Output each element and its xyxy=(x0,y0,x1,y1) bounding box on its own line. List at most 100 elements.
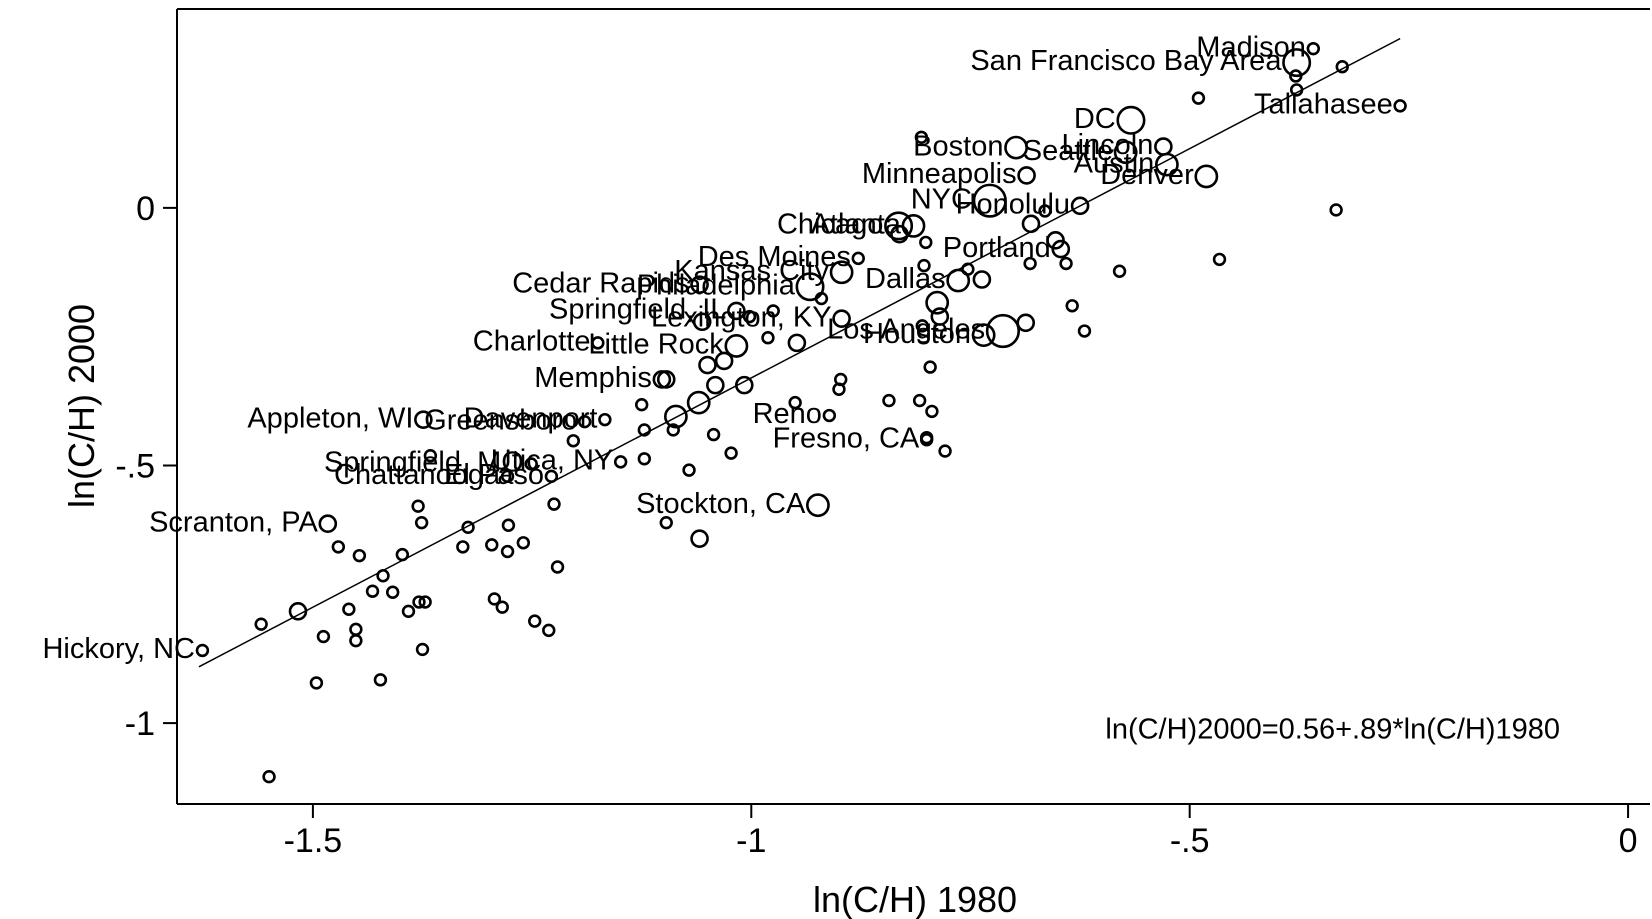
point xyxy=(938,444,952,458)
point-label: Springfield, IL xyxy=(549,294,726,326)
point-label: Charlotte xyxy=(473,326,591,358)
point xyxy=(912,393,927,408)
point xyxy=(331,540,346,554)
point xyxy=(1038,204,1052,218)
point xyxy=(901,214,926,238)
point xyxy=(566,434,581,448)
x-tick-label: 0 xyxy=(1619,822,1638,860)
point xyxy=(923,360,937,374)
point xyxy=(914,130,929,144)
point xyxy=(882,393,896,408)
point-label: Davenport xyxy=(464,402,598,434)
point xyxy=(690,275,709,294)
point xyxy=(1289,83,1304,97)
point-label: Philadelphia xyxy=(637,269,796,301)
point xyxy=(851,251,865,266)
point xyxy=(500,544,515,559)
point xyxy=(373,673,388,687)
point xyxy=(666,423,680,437)
point xyxy=(591,336,605,350)
point xyxy=(1004,135,1028,160)
point xyxy=(418,595,432,609)
point xyxy=(1112,264,1127,278)
point xyxy=(724,446,738,460)
x-tick-label: -1 xyxy=(736,822,766,860)
point xyxy=(316,629,331,644)
point xyxy=(1046,231,1065,250)
point-label: Memphis xyxy=(534,362,652,394)
point xyxy=(1282,48,1312,78)
point xyxy=(1393,99,1407,113)
point-label: Kansas City xyxy=(674,255,829,287)
point xyxy=(766,304,780,318)
point xyxy=(742,309,757,324)
point xyxy=(1116,105,1146,135)
point-label: Denver xyxy=(1100,159,1194,191)
point xyxy=(930,307,950,326)
point-label: San Francisco Bay Area xyxy=(970,45,1282,77)
point xyxy=(547,497,561,511)
point xyxy=(814,291,829,306)
point xyxy=(415,642,430,657)
point xyxy=(890,224,909,244)
point xyxy=(925,290,950,315)
point xyxy=(500,469,515,484)
point xyxy=(524,457,538,471)
y-tick-label: -.5 xyxy=(115,447,155,485)
point-label: Des Moines xyxy=(698,241,851,273)
point-label: Cedar Rapids xyxy=(512,267,689,299)
point xyxy=(1016,313,1036,333)
point-label: Appleton, WI xyxy=(247,402,413,434)
point xyxy=(1070,196,1090,216)
point-label: Madison xyxy=(1196,31,1306,63)
point xyxy=(349,622,363,637)
point-label: Hickory, NC xyxy=(42,633,195,665)
point-label: Austin xyxy=(1074,147,1155,179)
point xyxy=(971,323,996,348)
point-label: Little Rock xyxy=(588,329,724,361)
point xyxy=(714,351,734,371)
fit-line xyxy=(198,37,1401,668)
point xyxy=(385,585,400,599)
point xyxy=(376,569,390,583)
point xyxy=(528,614,542,628)
point xyxy=(544,469,559,484)
point-label: Seattle xyxy=(1023,135,1113,167)
point xyxy=(318,514,338,534)
point-label: Scranton, PA xyxy=(149,506,318,538)
point xyxy=(395,547,410,562)
point xyxy=(456,540,470,554)
point xyxy=(461,520,475,535)
y-tick-label: 0 xyxy=(136,190,155,228)
point xyxy=(352,548,367,563)
point xyxy=(501,518,516,532)
point-label: NYC xyxy=(911,183,972,215)
point xyxy=(946,268,971,293)
point xyxy=(822,408,837,423)
point xyxy=(195,643,210,658)
x-tick-label: -1.5 xyxy=(284,822,343,860)
point xyxy=(423,449,438,463)
point xyxy=(1194,164,1219,189)
point xyxy=(724,334,749,358)
point-label: El Paso xyxy=(444,459,544,491)
point-label: Minneapolis xyxy=(862,158,1017,190)
point xyxy=(829,260,854,285)
point xyxy=(706,427,721,442)
point xyxy=(972,270,992,289)
point xyxy=(309,676,324,690)
point xyxy=(550,560,565,574)
point xyxy=(1191,91,1206,105)
point xyxy=(516,536,531,550)
point xyxy=(613,455,628,469)
point-label: Tallahasee xyxy=(1254,89,1393,121)
point xyxy=(706,375,725,395)
point-label: Los Angeles xyxy=(827,314,985,346)
y-axis-title: ln(C/H) 2000 xyxy=(61,304,102,508)
point xyxy=(682,463,696,477)
point xyxy=(1212,252,1227,267)
point xyxy=(637,452,652,466)
point xyxy=(686,390,711,415)
point xyxy=(414,410,433,429)
